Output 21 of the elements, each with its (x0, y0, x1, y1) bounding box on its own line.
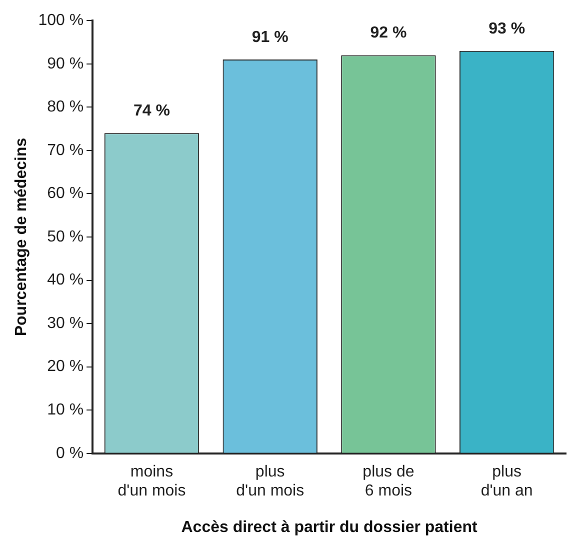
y-tick-label: 70 % (47, 142, 84, 159)
x-axis-title: Accès direct à partir du dossier patient (181, 518, 478, 536)
y-tick-label: 30 % (47, 314, 84, 332)
y-tick-label: 40 % (47, 272, 84, 289)
y-tick-label: 50 % (47, 228, 84, 246)
y-axis-title: Pourcentage de médecins (13, 138, 30, 336)
x-tick-label: plus d'un mois (236, 463, 304, 500)
x-tick-label: plus d'un an (480, 463, 533, 500)
y-tick-label: 10 % (47, 402, 84, 419)
data-label: 92 % (370, 24, 407, 42)
y-tick-label: 80 % (47, 98, 84, 116)
y-tick-label: 100 % (38, 12, 84, 30)
y-tick-label: 90 % (47, 55, 84, 72)
data-label: 91 % (252, 28, 288, 46)
x-tick-label: moins d'un mois (118, 463, 186, 500)
y-tick-label: 0 % (56, 444, 84, 462)
y-tick-label: 60 % (47, 185, 84, 202)
data-label: 93 % (488, 20, 526, 38)
y-tick-label: 20 % (47, 358, 84, 376)
x-tick-label: plus de 6 mois (362, 463, 414, 500)
data-label: 74 % (134, 102, 170, 120)
